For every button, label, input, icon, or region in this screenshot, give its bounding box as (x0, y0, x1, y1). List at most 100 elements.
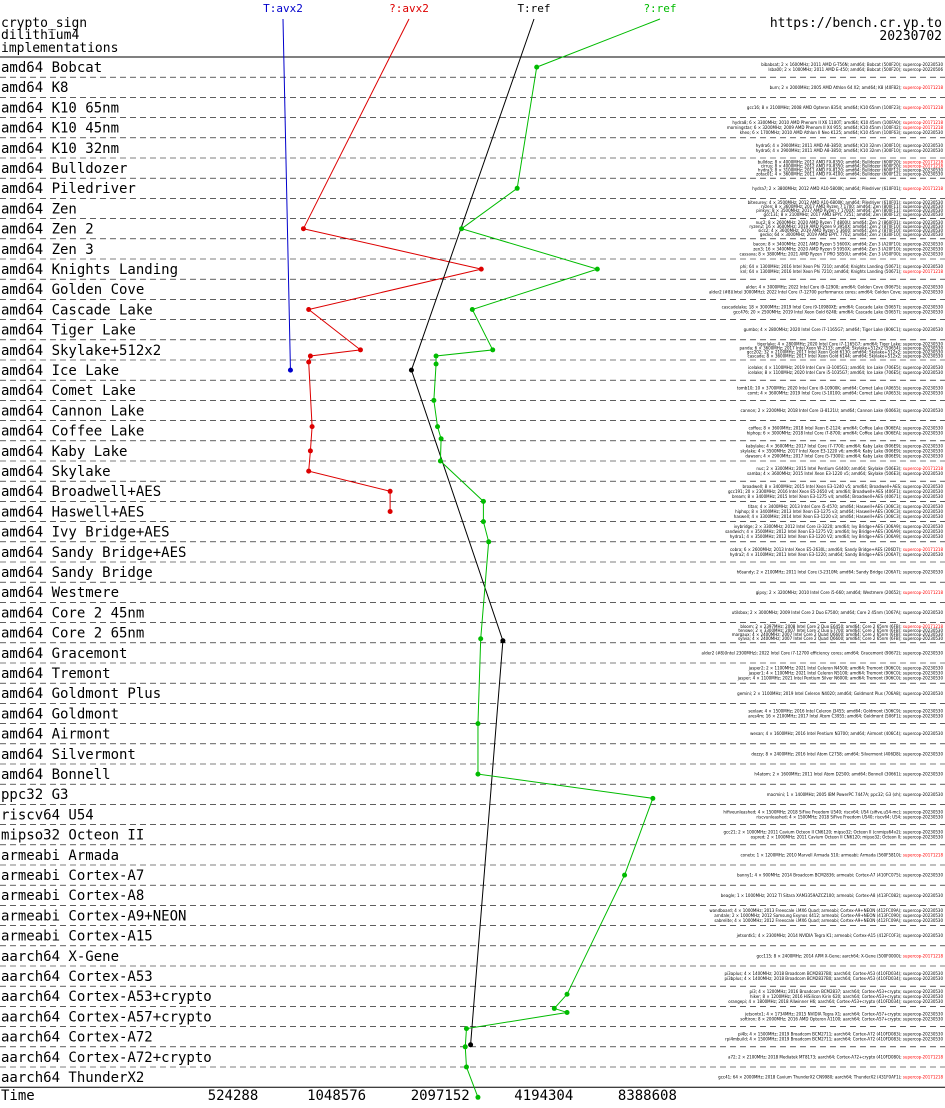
machine-annotation: tomb10; 10 × 3700MHz; 2020 Intel Core i9… (737, 385, 944, 390)
machine-annotation: bitesurey; 4 × 3500MHz; 2012 AMD A10-680… (748, 200, 944, 205)
row-label: amd64 Bonnell (1, 767, 111, 783)
row-label: amd64 Ivy Bridge+AES (1, 525, 170, 541)
machine-annotation: wesan; 4 × 1600MHz; 2016 Intel Pentium N… (750, 731, 943, 736)
series-label: T:ref (517, 2, 550, 15)
machine-annotation: haswell; 4 × 3300MHz; 2014 Intel Xeon E3… (734, 514, 944, 519)
data-point (408, 367, 414, 373)
machine-annotation: bulldoz; 8 × 4000MHz; 2012 AMD FX-8350; … (758, 160, 944, 165)
row-label: amd64 K10 65nm (1, 100, 119, 116)
data-point (437, 458, 443, 464)
machine-annotation: hiphop; 8 × 3400MHz; 2013 Intel Xeon E3-… (735, 509, 943, 514)
row-label: amd64 Knights Landing (1, 262, 178, 278)
series-line (410, 369, 504, 1045)
machine-annotation: panda; 6 × 3600MHz; 2017 Intel Xeon W-21… (740, 345, 944, 350)
machine-annotation: a72; 2 × 2100MHz; 2018 Mediatek MT8173; … (728, 1054, 943, 1059)
data-point (309, 424, 315, 430)
row-label: mipso32 Octeon II (1, 828, 144, 844)
machine-annotation: gcc202; 32 × 2100MHz; 2017 Intel Xeon Go… (747, 349, 944, 354)
machine-annotation: softiron; 8 × 2000MHz; 2016 AMD Opteron … (740, 1017, 943, 1022)
machine-annotation: gcc476; 20 × 2500MHz; 2019 Intel Xeon Go… (733, 310, 943, 315)
data-point (307, 353, 313, 359)
machine-annotation: jasper1; 4 × 1100MHz; 2021 Intel Celeron… (748, 671, 944, 676)
row-label: amd64 Broadwell+AES (1, 484, 161, 500)
machine-annotation: gcc16; 8 × 2100MHz; 2008 AMD Opteron 835… (747, 105, 944, 110)
machine-annotation: utilsbox; 2 × 3000MHz; 2009 Intel Core 2… (732, 610, 944, 615)
row-label: amd64 Bulldozer (1, 161, 127, 177)
row-label: amd64 K8 (1, 80, 68, 96)
row-label: amd64 Cascade Lake (1, 302, 153, 318)
machine-annotation: pi3; 4 × 1200MHz; 2016 Broadcom BCM2837;… (749, 989, 943, 994)
data-point (500, 638, 506, 644)
row-separators (0, 56, 945, 1088)
machine-annotation: gcc131; 8 × 2100MHz; 2017 AMD EPYC 7251;… (764, 212, 944, 217)
machine-annotation: zotac01; 4 × 3600MHz; 2011 AMD FX-4100; … (756, 172, 943, 177)
x-tick-label: 8388608 (618, 1088, 677, 1103)
machine-annotation: conetx; 1 × 1200MHz; 2010 Marvell Armada… (740, 852, 943, 857)
row-label: armeabi Cortex-A7 (1, 868, 144, 884)
machine-annotation: nuc2; 8 × 2600MHz; 2020 AMD Ryzen 7 4800… (756, 220, 944, 225)
series-label: ?:ref (643, 2, 676, 15)
x-axis: Time 524288 1048576 2097152 4194304 8388608 (1, 1088, 677, 1104)
data-point (462, 1044, 468, 1050)
machine-annotation: titan; 4 × 3400MHz; 2013 Intel Core i5-4… (748, 504, 944, 509)
series-leader (282, 18, 291, 371)
machine-annotation: skylake; 4 × 3500MHz; 2017 Intel Xeon E3… (740, 448, 943, 453)
data-point (459, 226, 465, 232)
row-label: amd64 Core 2 45nm (1, 605, 144, 621)
row-label: amd64 Zen 3 (1, 242, 94, 258)
x-tick-label: 1048576 (307, 1088, 366, 1103)
machine-annotation: wandboard; 4 × 1000MHz; 2013 Freescale i… (709, 908, 943, 913)
data-point (438, 436, 444, 442)
x-tick-label: 2097152 (411, 1088, 470, 1103)
machine-annotation: jetsontk1; 4 × 2300MHz; 2014 NVIDIA Tegr… (736, 933, 944, 938)
row-label: amd64 Airmont (1, 727, 111, 743)
machine-annotation: margaux; 4 × 2400MHz; 2007 Intel Core 2 … (732, 632, 944, 637)
machine-annotation: zen3; 16 × 3400MHz; 2020 AMD Ryzen 9 595… (753, 246, 943, 251)
machine-annotation: icelake; 8 × 1100MHz; 2020 Intel Core i5… (748, 370, 943, 375)
machine-annotation: h4atom; 2 × 1600MHz; 2011 Intel Atom D25… (754, 772, 943, 777)
machine-annotation: pi3bplus; 4 × 1400MHz; 2018 Broadcom BCM… (724, 976, 943, 981)
machine-annotation: cascade; 8 × 3600MHz; 2017 Intel Xeon Go… (748, 353, 944, 358)
row-label: amd64 Skylake (1, 464, 111, 480)
data-point (463, 1026, 469, 1032)
machine-annotation: icelake; 4 × 1100MHz; 2019 Intel Core i3… (748, 365, 943, 370)
machine-annotation: gcc191; 20 × 2300MHz; 2016 Intel Xeon E5… (728, 489, 943, 494)
machine-annotation: h6sandy; 2 × 2100MHz; 2011 Intel Core i3… (737, 570, 944, 575)
row-label: armeabi Cortex-A9+NEON (1, 908, 186, 924)
row-label: ppc32 G3 (1, 787, 68, 803)
data-point (307, 448, 313, 454)
data-point (306, 468, 312, 474)
series-leader (536, 18, 661, 68)
machine-annotation: hydra2; 4 × 3100MHz; 2011 Intel Xeon E3-… (730, 552, 944, 557)
data-point (490, 347, 496, 353)
data-point (468, 1042, 474, 1048)
header-url: https://bench.cr.yp.to (770, 16, 942, 31)
machine-annotation: cirrus; 8 × 4000MHz; 2012 AMD FX-8350; a… (761, 164, 944, 169)
row-label: aarch64 Cortex-A53 (1, 969, 153, 985)
data-point (463, 1064, 469, 1070)
machine-annotation: sicc2; 4 × 3600MHz; 2019 AMD Ryzen 5 360… (758, 228, 943, 233)
machine-annotation: riscvunleashed; 4 × 1500MHz; 2018 SiFive… (756, 815, 943, 820)
machine-annotation: gemini; 2 × 1100MHz; 2019 Intel Celeron … (737, 691, 943, 696)
row-label: amd64 Westmere (1, 585, 119, 601)
machine-annotation: bibabsat; 2 × 1600MHz; 2011 AMD G-T56N; … (761, 62, 943, 67)
machine-annotation: tigerlake; 4 × 2800MHz; 2020 Intel Core … (757, 341, 943, 346)
data-point (306, 359, 312, 365)
row-label: amd64 Silvermont (1, 747, 136, 763)
machine-annotation: pi3aplus; 4 × 1400MHz; 2018 Broadcom BCM… (725, 971, 944, 976)
machine-annotation: tenswe; 2 × 3300MHz; 2007 Intel Core 2 D… (738, 628, 943, 633)
x-axis-label: Time (1, 1088, 35, 1103)
data-point (475, 1094, 481, 1100)
machine-annotation: hydra7; 2 × 3800MHz; 2012 AMD A10-5800K;… (752, 186, 943, 191)
data-point (480, 498, 486, 504)
data-point (431, 397, 437, 403)
machine-annotation: knl; 64 × 1300MHz; 2016 Intel Xeon Phi 7… (740, 269, 943, 274)
row-label: aarch64 Cortex-A72 (1, 1030, 153, 1046)
data-point (357, 347, 363, 353)
data-point (594, 266, 600, 272)
machine-annotation: arndale; 2 × 1000MHz; 2012 Samsung Exyno… (714, 913, 943, 918)
data-point (480, 519, 486, 525)
machine-annotation: bacon; 8 × 3400MHz; 2021 AMD Ryzen 5 560… (753, 241, 943, 246)
machine-annotation: bloom; 2 × 2397MHz; 2008 Intel Core 2 Du… (740, 624, 943, 629)
